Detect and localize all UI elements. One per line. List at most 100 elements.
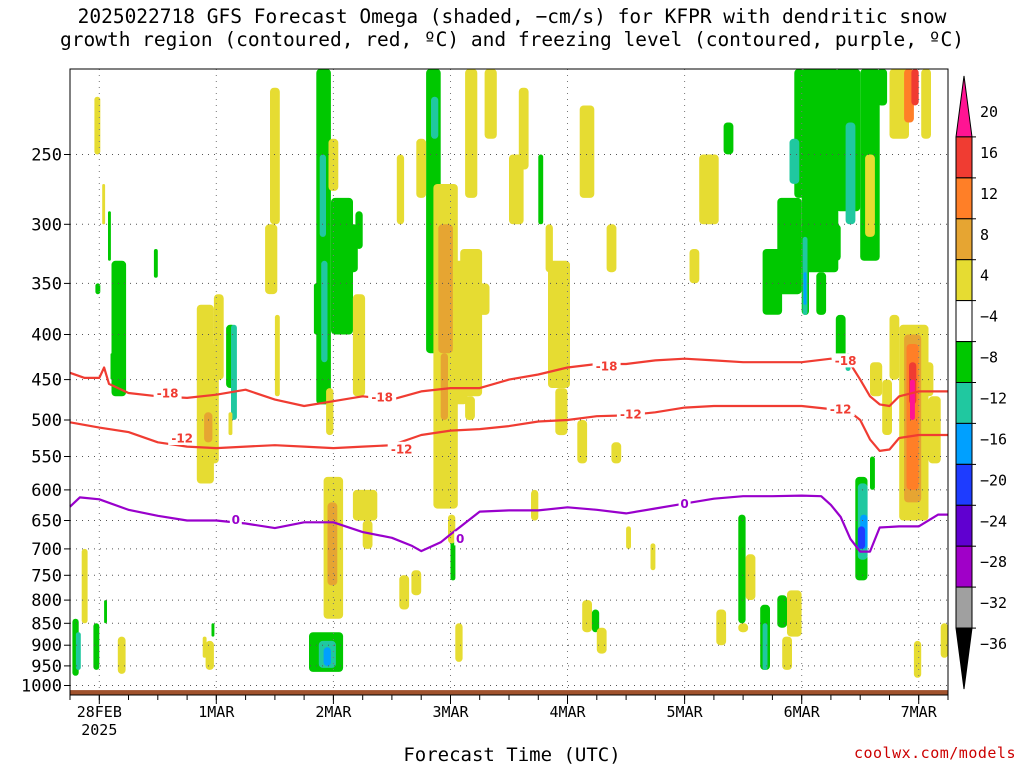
contour-label: 0 (680, 497, 688, 511)
omega-shade-cell (460, 249, 483, 397)
contour-line-0 (69, 494, 948, 553)
omega-shade-cell (431, 96, 439, 139)
omega-shade-cell (326, 388, 334, 436)
omega-shading-layer (72, 69, 948, 678)
colorbar-swatch (955, 218, 973, 261)
x-tick-label: 28FEB (77, 703, 122, 721)
colorbar-swatch (955, 586, 973, 629)
x-tick-label: 2MAR (315, 703, 352, 721)
omega-shade-cell (484, 69, 497, 139)
colorbar-swatch (955, 422, 973, 465)
contour-label: -18 (596, 359, 618, 373)
colorbar-arrow-top (955, 75, 973, 138)
colorbar-swatch (955, 463, 973, 506)
omega-shade-cell (438, 224, 453, 354)
contour-label: 0 (232, 513, 240, 527)
omega-shade-cell (117, 636, 126, 674)
omega-shade-cell (777, 197, 802, 295)
colorbar-label: 8 (980, 226, 989, 244)
y-tick-label: 900 (31, 636, 62, 656)
y-tick-label: 550 (31, 448, 62, 468)
omega-shade-cell (762, 623, 768, 670)
omega-shade-cell (465, 396, 475, 420)
omega-shade-cell (699, 154, 719, 225)
omega-shade-cell (870, 456, 875, 490)
contour-label-background (831, 353, 860, 368)
omega-shade-cell (396, 154, 405, 225)
omega-shade-cell (204, 412, 213, 443)
omega-shade-cell (455, 623, 463, 662)
contour-label: -18 (371, 391, 393, 405)
omega-shade-cell (448, 420, 456, 484)
omega-shade-cell (231, 324, 237, 420)
colorbar-label: −8 (980, 349, 998, 367)
colorbar-label: −4 (980, 308, 998, 326)
y-tick-label: 250 (31, 146, 62, 166)
omega-shade-cell (104, 600, 107, 624)
x-tick-label: 4MAR (549, 703, 586, 721)
y-axis: 2503003504004505005506006507007508008509… (21, 146, 70, 697)
contour-label: 0 (456, 532, 464, 546)
omega-shade-cell (777, 595, 788, 628)
contour-label: -12 (830, 403, 852, 417)
omega-shade-cell (416, 138, 427, 198)
omega-shade-cell (689, 249, 700, 284)
colorbar-arrow-bottom (955, 627, 973, 690)
y-tick-label: 300 (31, 215, 62, 235)
colorbar-label: −16 (980, 430, 1007, 448)
omega-shade-cell (518, 87, 529, 170)
omega-shade-cell (362, 520, 373, 549)
omega-shade-cell (111, 260, 127, 397)
omega-shade-cell (211, 623, 215, 637)
colorbar-label: −28 (980, 553, 1007, 571)
omega-shade-cell (882, 379, 892, 435)
omega-shade-cell (745, 554, 756, 600)
omega-shade-cell (738, 514, 746, 624)
omega-shade-cell (762, 249, 783, 315)
omega-shade-cell (327, 502, 338, 586)
omega-shade-cell (352, 294, 366, 397)
y-tick-label: 750 (31, 566, 62, 586)
omega-shade-cell (577, 420, 588, 464)
omega-shade-cell (716, 609, 727, 646)
omega-shade-cell (579, 105, 595, 198)
omega-shade-cell (228, 412, 233, 436)
contour-label-background (153, 386, 182, 400)
colorbar-swatch (955, 545, 973, 588)
omega-shade-cell (93, 623, 100, 670)
colorbar-swatch (955, 341, 973, 384)
chart-title-line-2: growth region (contoured, red, ºC) and f… (60, 28, 964, 51)
omega-shade-cell (940, 623, 948, 658)
x-axis-title: Forecast Time (UTC) (403, 744, 621, 766)
y-tick-label: 850 (31, 614, 62, 634)
omega-shade-cell (650, 543, 656, 571)
omega-shade-cell (265, 224, 278, 295)
omega-shade-cell (789, 138, 800, 184)
omega-shade-cell (355, 211, 363, 249)
contour-label: -18 (157, 387, 179, 401)
omega-shade-cell (591, 609, 600, 633)
omega-shade-cell (81, 548, 88, 624)
y-tick-label: 600 (31, 481, 62, 501)
omega-shade-cell (75, 632, 81, 670)
x-tick-label: 6MAR (784, 703, 821, 721)
omega-shade-cell (555, 388, 568, 436)
omega-shade-cell (323, 647, 331, 666)
omega-shade-cell (321, 260, 328, 363)
omega-shade-cell (545, 224, 553, 273)
colorbar-label: −12 (980, 390, 1007, 408)
y-tick-label: 450 (31, 371, 62, 391)
omega-shade-cell (626, 526, 631, 549)
contour-label: -12 (391, 442, 413, 456)
x-tick-label: 3MAR (432, 703, 469, 721)
contour-label-layer: -18 -18 -18 -18 -12 -12 -12 -12 0 0 0 (153, 353, 860, 546)
colorbar: 20 16 12 8 4 −4 −8 −12 −16 −20 −24 −28 −32 −36 (955, 75, 1007, 690)
x-tick-label: 5MAR (667, 703, 704, 721)
colorbar-label: 12 (980, 185, 998, 203)
omega-shade-cell (921, 69, 931, 139)
omega-shade-cell (787, 590, 802, 637)
omega-shade-cell (202, 636, 207, 658)
omega-shade-cell (801, 69, 839, 273)
y-tick-label: 500 (31, 411, 62, 431)
